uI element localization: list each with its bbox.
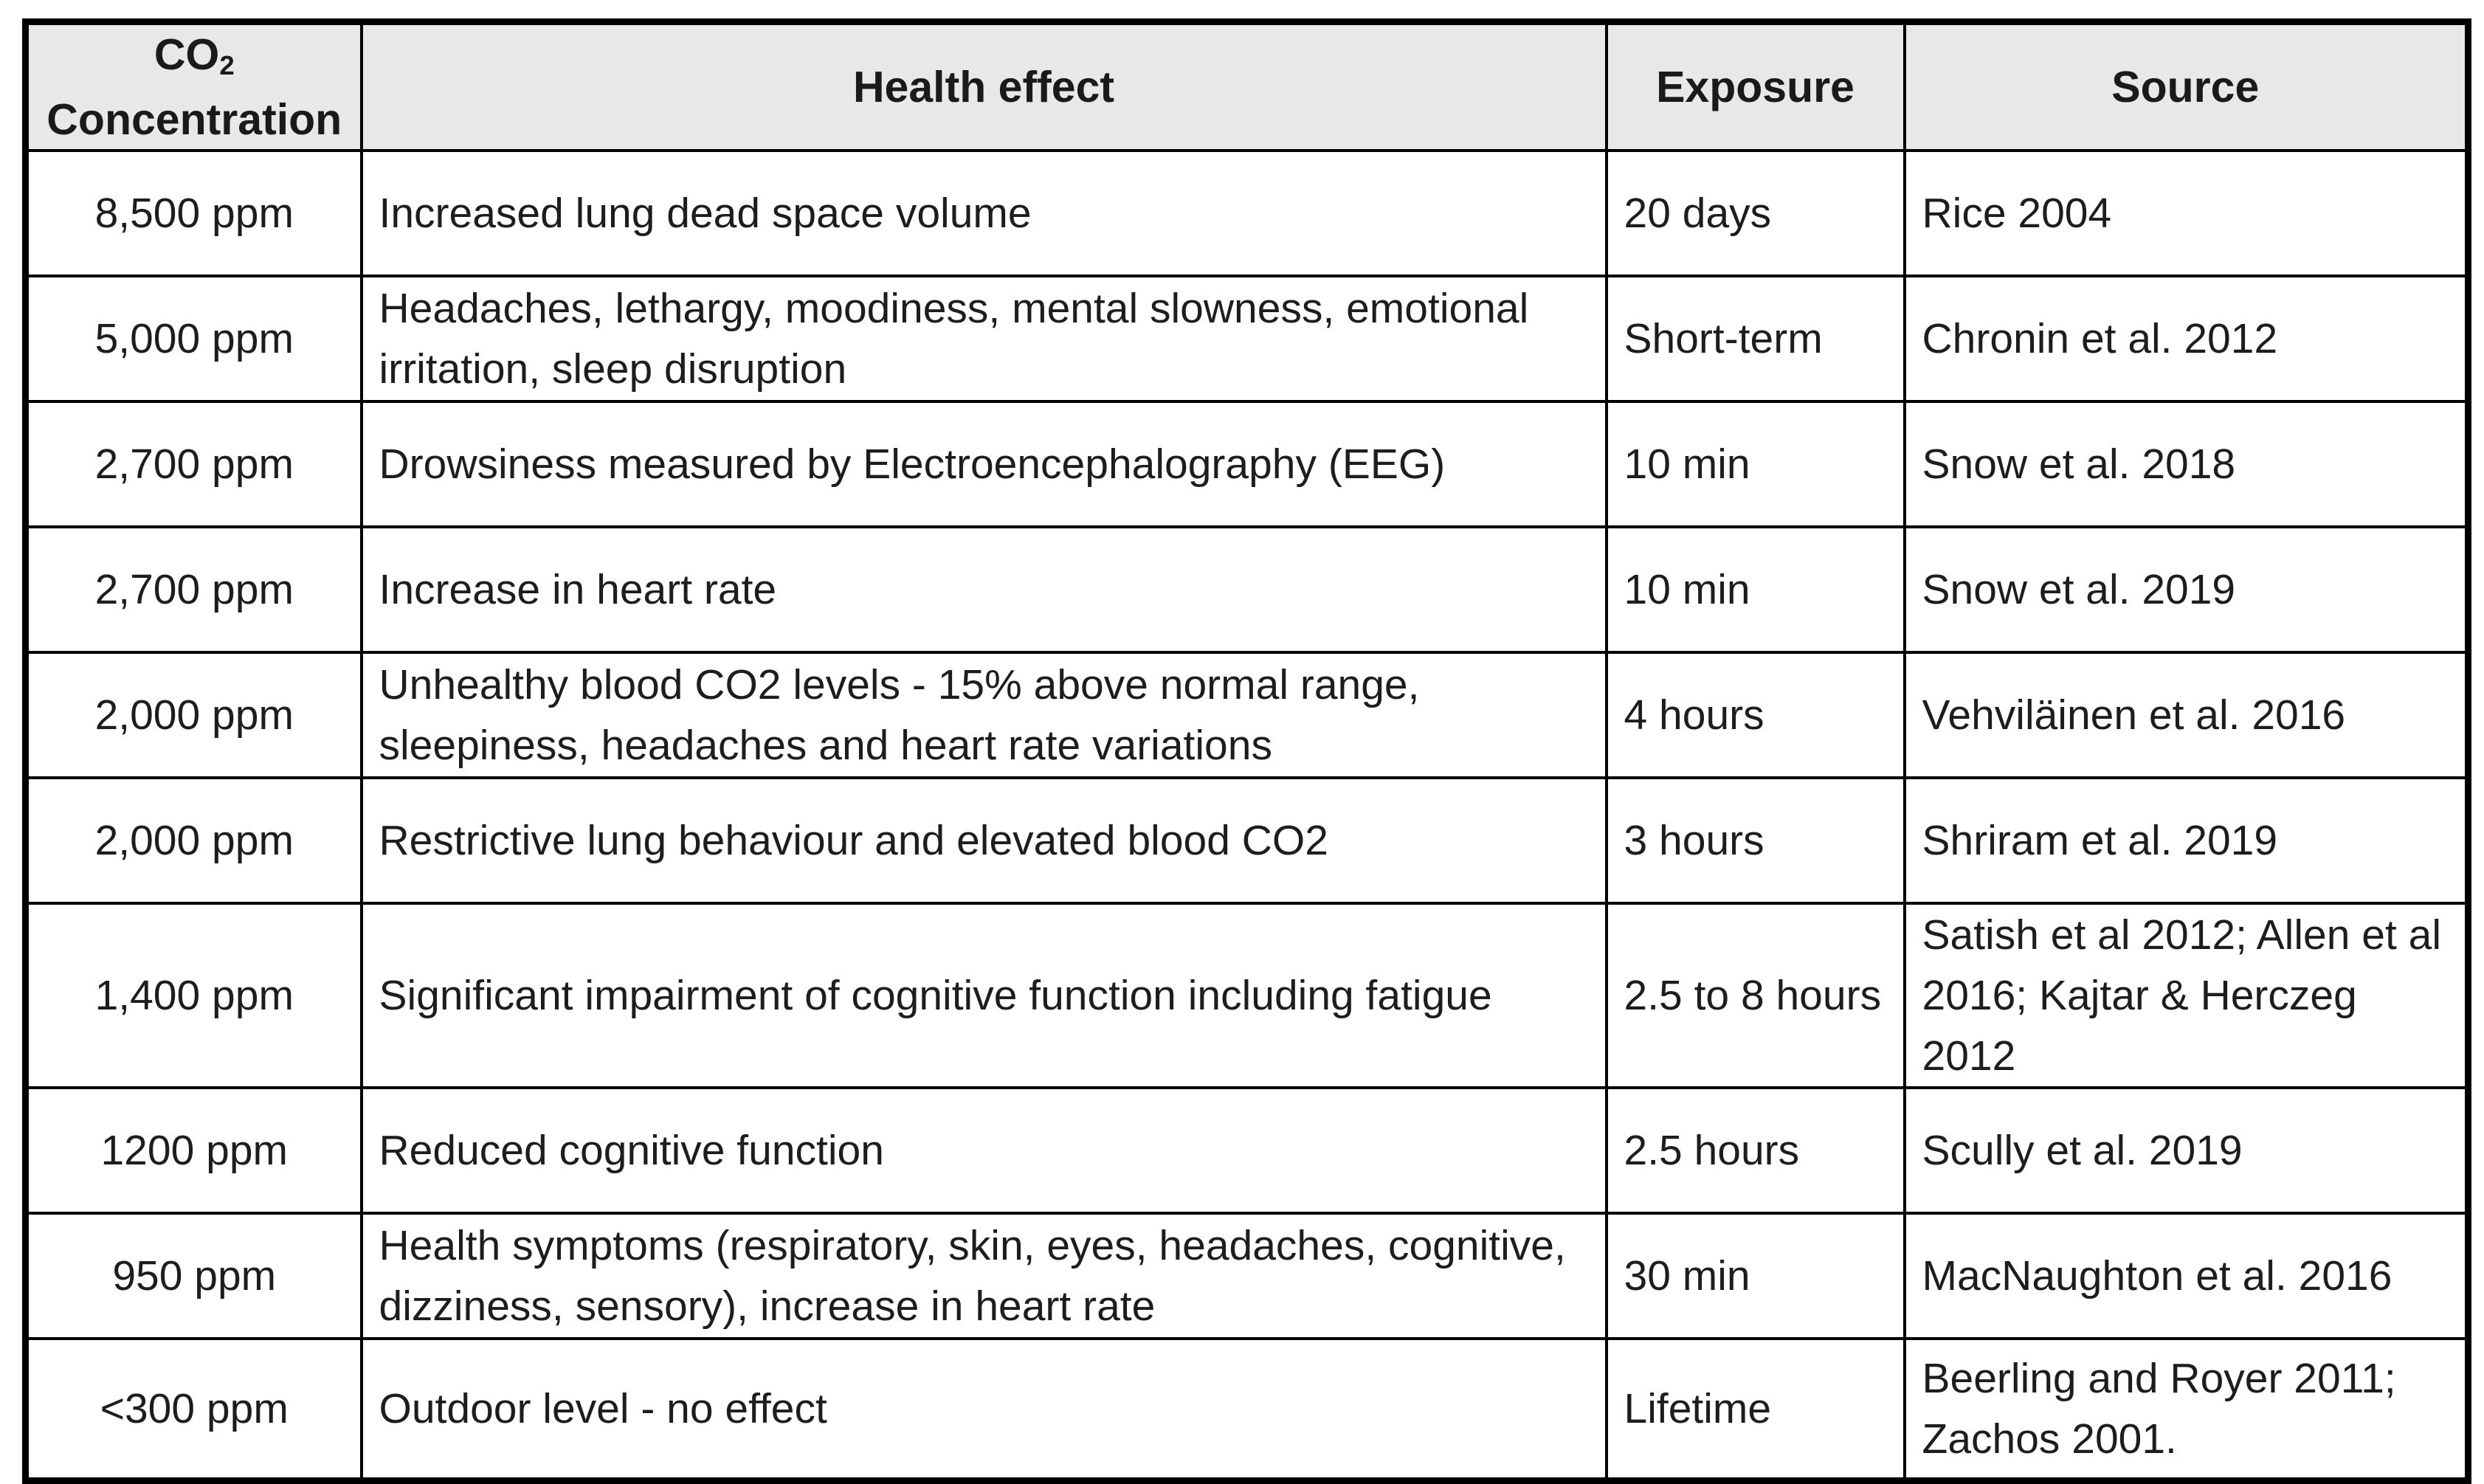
cell-concentration: 8,500 ppm bbox=[24, 149, 363, 277]
cell-health-effect: Increased lung dead space volume bbox=[359, 149, 1608, 277]
cell-source: Snow et al. 2019 bbox=[1902, 525, 2470, 654]
table-row: 1200 ppm Reduced cognitive function 2.5 … bbox=[24, 1086, 2470, 1215]
cell-source: Snow et al. 2018 bbox=[1902, 400, 2470, 528]
cell-exposure: 4 hours bbox=[1604, 651, 1906, 779]
cell-concentration: 2,000 ppm bbox=[24, 651, 363, 779]
cell-health-effect: Significant impairment of cognitive func… bbox=[359, 902, 1608, 1089]
table-row: 1,400 ppm Significant impairment of cogn… bbox=[24, 902, 2470, 1089]
table-row: 2,700 ppm Increase in heart rate 10 min … bbox=[24, 525, 2470, 654]
co2-health-effects-table: CO2 Concentration Health effect Exposure… bbox=[22, 18, 2471, 1484]
cell-health-effect: Restrictive lung behaviour and elevated … bbox=[359, 776, 1608, 905]
table-header: CO2 Concentration Health effect Exposure… bbox=[24, 20, 2470, 152]
table-row: 950 ppm Health symptoms (respiratory, sk… bbox=[24, 1212, 2470, 1340]
table-row: 2,700 ppm Drowsiness measured by Electro… bbox=[24, 400, 2470, 528]
co2-text: CO bbox=[153, 30, 220, 79]
cell-concentration: 2,000 ppm bbox=[24, 776, 363, 905]
concentration-label: Concentration bbox=[46, 95, 342, 144]
header-row: CO2 Concentration Health effect Exposure… bbox=[24, 20, 2470, 152]
cell-health-effect: Drowsiness measured by Electroencephalog… bbox=[359, 400, 1608, 528]
cell-health-effect: Headaches, lethargy, moodiness, mental s… bbox=[359, 275, 1608, 403]
header-cell-exposure: Exposure bbox=[1604, 20, 1906, 152]
table-row: 8,500 ppm Increased lung dead space volu… bbox=[24, 149, 2470, 277]
co2-subscript: 2 bbox=[219, 49, 235, 80]
table-row: 2,000 ppm Unhealthy blood CO2 levels - 1… bbox=[24, 651, 2470, 779]
cell-source: Scully et al. 2019 bbox=[1902, 1086, 2470, 1215]
cell-source: Vehviläinen et al. 2016 bbox=[1902, 651, 2470, 779]
cell-health-effect: Reduced cognitive function bbox=[359, 1086, 1608, 1215]
cell-source: MacNaughton et al. 2016 bbox=[1902, 1212, 2470, 1340]
cell-exposure: 3 hours bbox=[1604, 776, 1906, 905]
cell-exposure: Lifetime bbox=[1604, 1337, 1906, 1482]
cell-source: Shriram et al. 2019 bbox=[1902, 776, 2470, 905]
table-row: <300 ppm Outdoor level - no effect Lifet… bbox=[24, 1337, 2470, 1482]
cell-exposure: 2.5 hours bbox=[1604, 1086, 1906, 1215]
cell-health-effect: Outdoor level - no effect bbox=[359, 1337, 1608, 1482]
cell-concentration: 1200 ppm bbox=[24, 1086, 363, 1215]
cell-concentration: <300 ppm bbox=[24, 1337, 363, 1482]
cell-concentration: 1,400 ppm bbox=[24, 902, 363, 1089]
cell-health-effect: Unhealthy blood CO2 levels - 15% above n… bbox=[359, 651, 1608, 779]
cell-concentration: 2,700 ppm bbox=[24, 400, 363, 528]
cell-concentration: 950 ppm bbox=[24, 1212, 363, 1340]
header-cell-source: Source bbox=[1902, 20, 2470, 152]
table-row: 2,000 ppm Restrictive lung behaviour and… bbox=[24, 776, 2470, 905]
co2-label: CO2 bbox=[29, 25, 359, 90]
cell-health-effect: Increase in heart rate bbox=[359, 525, 1608, 654]
cell-exposure: 10 min bbox=[1604, 400, 1906, 528]
cell-source: Beerling and Royer 2011; Zachos 2001. bbox=[1902, 1337, 2470, 1482]
table-row: 5,000 ppm Headaches, lethargy, moodiness… bbox=[24, 275, 2470, 403]
cell-source: Rice 2004 bbox=[1902, 149, 2470, 277]
cell-source: Satish et al 2012; Allen et al 2016; Kaj… bbox=[1902, 902, 2470, 1089]
header-cell-co2-concentration: CO2 Concentration bbox=[24, 20, 363, 152]
header-cell-health-effect: Health effect bbox=[359, 20, 1608, 152]
cell-concentration: 5,000 ppm bbox=[24, 275, 363, 403]
page: CO2 Concentration Health effect Exposure… bbox=[22, 18, 2471, 1484]
cell-exposure: 10 min bbox=[1604, 525, 1906, 654]
cell-source: Chronin et al. 2012 bbox=[1902, 275, 2470, 403]
cell-exposure: 30 min bbox=[1604, 1212, 1906, 1340]
cell-exposure: 20 days bbox=[1604, 149, 1906, 277]
table-body: 8,500 ppm Increased lung dead space volu… bbox=[24, 149, 2470, 1482]
cell-health-effect: Health symptoms (respiratory, skin, eyes… bbox=[359, 1212, 1608, 1340]
cell-concentration: 2,700 ppm bbox=[24, 525, 363, 654]
cell-exposure: 2.5 to 8 hours bbox=[1604, 902, 1906, 1089]
cell-exposure: Short-term bbox=[1604, 275, 1906, 403]
